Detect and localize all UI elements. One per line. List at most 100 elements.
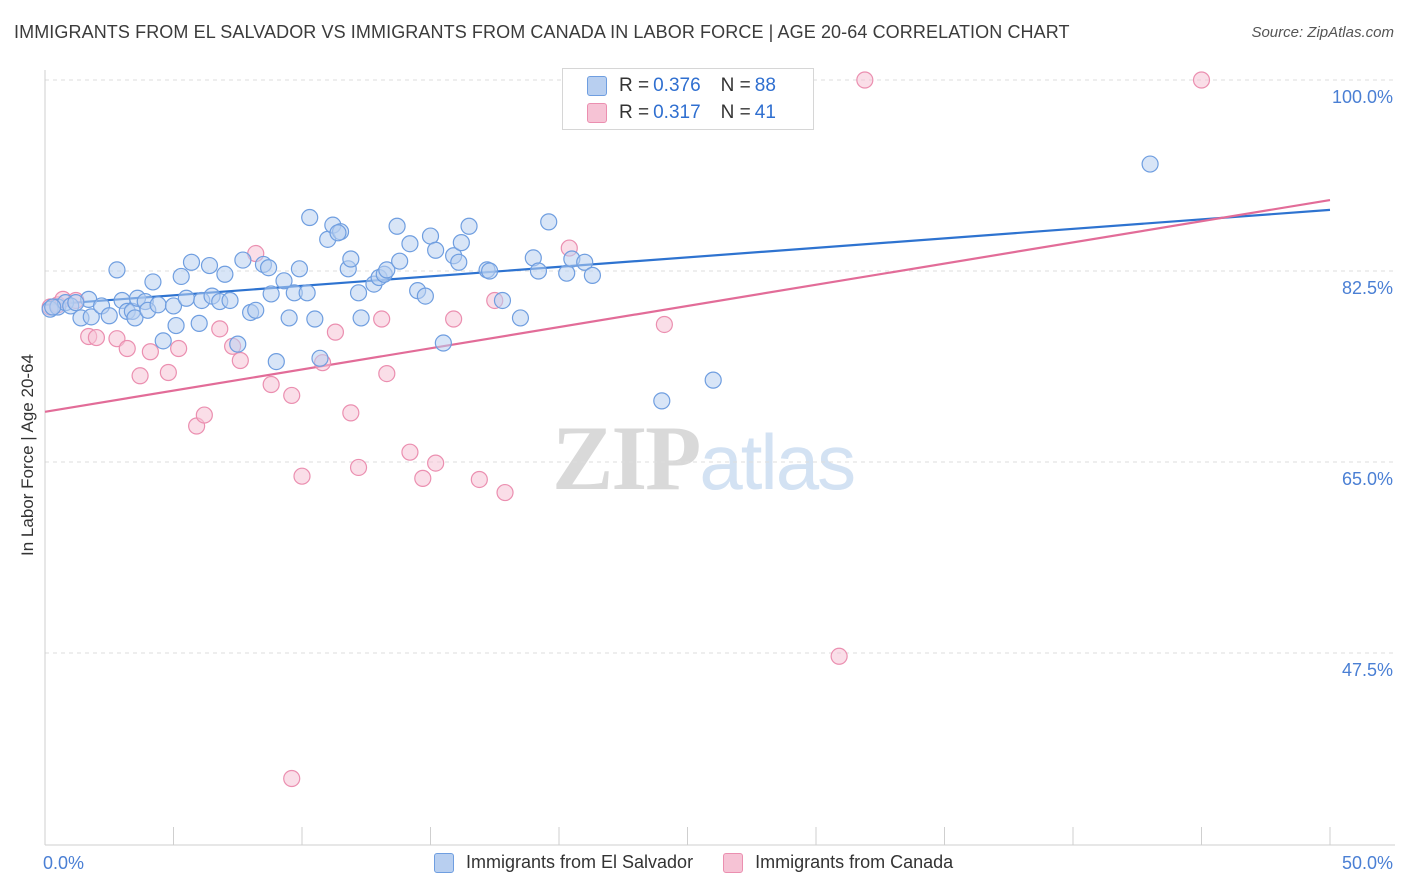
data-point [170,339,188,358]
data-point [100,307,118,325]
trend-lines [44,198,1331,413]
legend-n-label: N = [720,102,751,123]
grid-lines [45,79,1395,654]
legend-n-value: 41 [754,102,776,123]
data-point [452,234,470,252]
data-point [126,309,144,327]
data-point [159,363,177,382]
data-point [558,264,576,282]
data-point [82,308,100,326]
data-point [427,454,445,472]
data-point [275,272,293,290]
data-point [182,253,201,271]
data-point [311,349,329,367]
data-point [653,392,671,410]
legend-row-el-salvador: R = 0.376 N = 88 [587,74,776,98]
data-point [164,297,183,315]
data-point [470,470,488,489]
data-point [540,213,558,231]
data-point [378,261,396,279]
data-point [414,469,432,487]
data-point [655,315,673,334]
legend-label: Immigrants from Canada [755,852,954,872]
data-point [216,265,234,283]
data-point [283,769,301,788]
y-tick-label: 65.0% [1342,469,1393,489]
data-point [298,284,316,302]
watermark-zip: ZIP [552,407,701,509]
data-point [131,367,149,385]
data-point [118,339,136,358]
data-point [280,309,298,327]
legend-swatch-pink [587,103,607,123]
data-point [391,252,409,270]
data-point [200,256,219,275]
data-point [247,301,265,319]
data-point [373,310,391,328]
trend-line [44,198,1331,413]
data-point [342,250,360,268]
data-point [262,375,280,394]
source-label: Source: ZipAtlas.com [1251,24,1394,41]
data-point [421,227,440,245]
data-point [259,259,278,277]
legend-item-el-salvador[interactable]: Immigrants from El Salvador [434,852,693,873]
legend-n-value: 88 [754,75,776,96]
data-point [830,647,848,665]
data-point [450,253,468,271]
data-point [67,294,85,312]
data-point [427,241,445,259]
legend-swatch-blue [434,852,454,873]
data-point [329,224,347,242]
data-point [401,443,419,461]
data-point [326,323,345,341]
legend-item-canada[interactable]: Immigrants from Canada [723,852,953,873]
data-point [221,291,239,310]
data-point [1192,71,1211,89]
data-point [352,309,370,327]
data-point [306,310,324,328]
data-point [856,71,874,89]
data-point [496,483,514,502]
data-point [290,260,309,278]
legend-r-label: R = [619,75,650,96]
y-tick-label: 47.5% [1342,660,1393,680]
tick-labels: 100.0% 82.5% 65.0% 47.5% 0.0% 50.0% [43,87,1393,873]
data-point [167,316,185,335]
data-point [583,266,602,284]
data-point [231,351,249,370]
data-point [211,320,229,338]
legend-n-label: N = [720,75,751,96]
legend-label: Immigrants from El Salvador [466,852,694,872]
data-point [108,261,126,279]
data-point [262,285,280,303]
data-point [301,208,319,227]
legend-r-value: 0.317 [653,102,701,123]
data-point [445,310,463,328]
data-point [154,332,172,350]
legend-swatch-blue [587,76,607,96]
data-point [349,284,368,302]
y-tick-label: 100.0% [1332,87,1393,107]
data-point [229,335,247,353]
data-point [177,289,195,307]
data-point [481,262,499,280]
axes [44,70,1395,846]
legend-row-canada: R = 0.317 N = 41 [587,101,776,125]
data-point [141,343,159,361]
data-point [434,334,452,352]
data-point [342,404,360,422]
data-point [293,467,311,485]
data-point [283,386,301,405]
legend-r-value: 0.376 [653,75,701,96]
data-point [460,217,478,235]
data-point [401,235,419,253]
data-point [44,298,62,316]
y-tick-label: 82.5% [1342,278,1393,298]
data-point [576,253,594,271]
data-point [234,251,252,269]
data-point [388,217,406,235]
series-legend: Immigrants from El Salvador Immigrants f… [434,852,983,873]
data-point [267,352,285,371]
